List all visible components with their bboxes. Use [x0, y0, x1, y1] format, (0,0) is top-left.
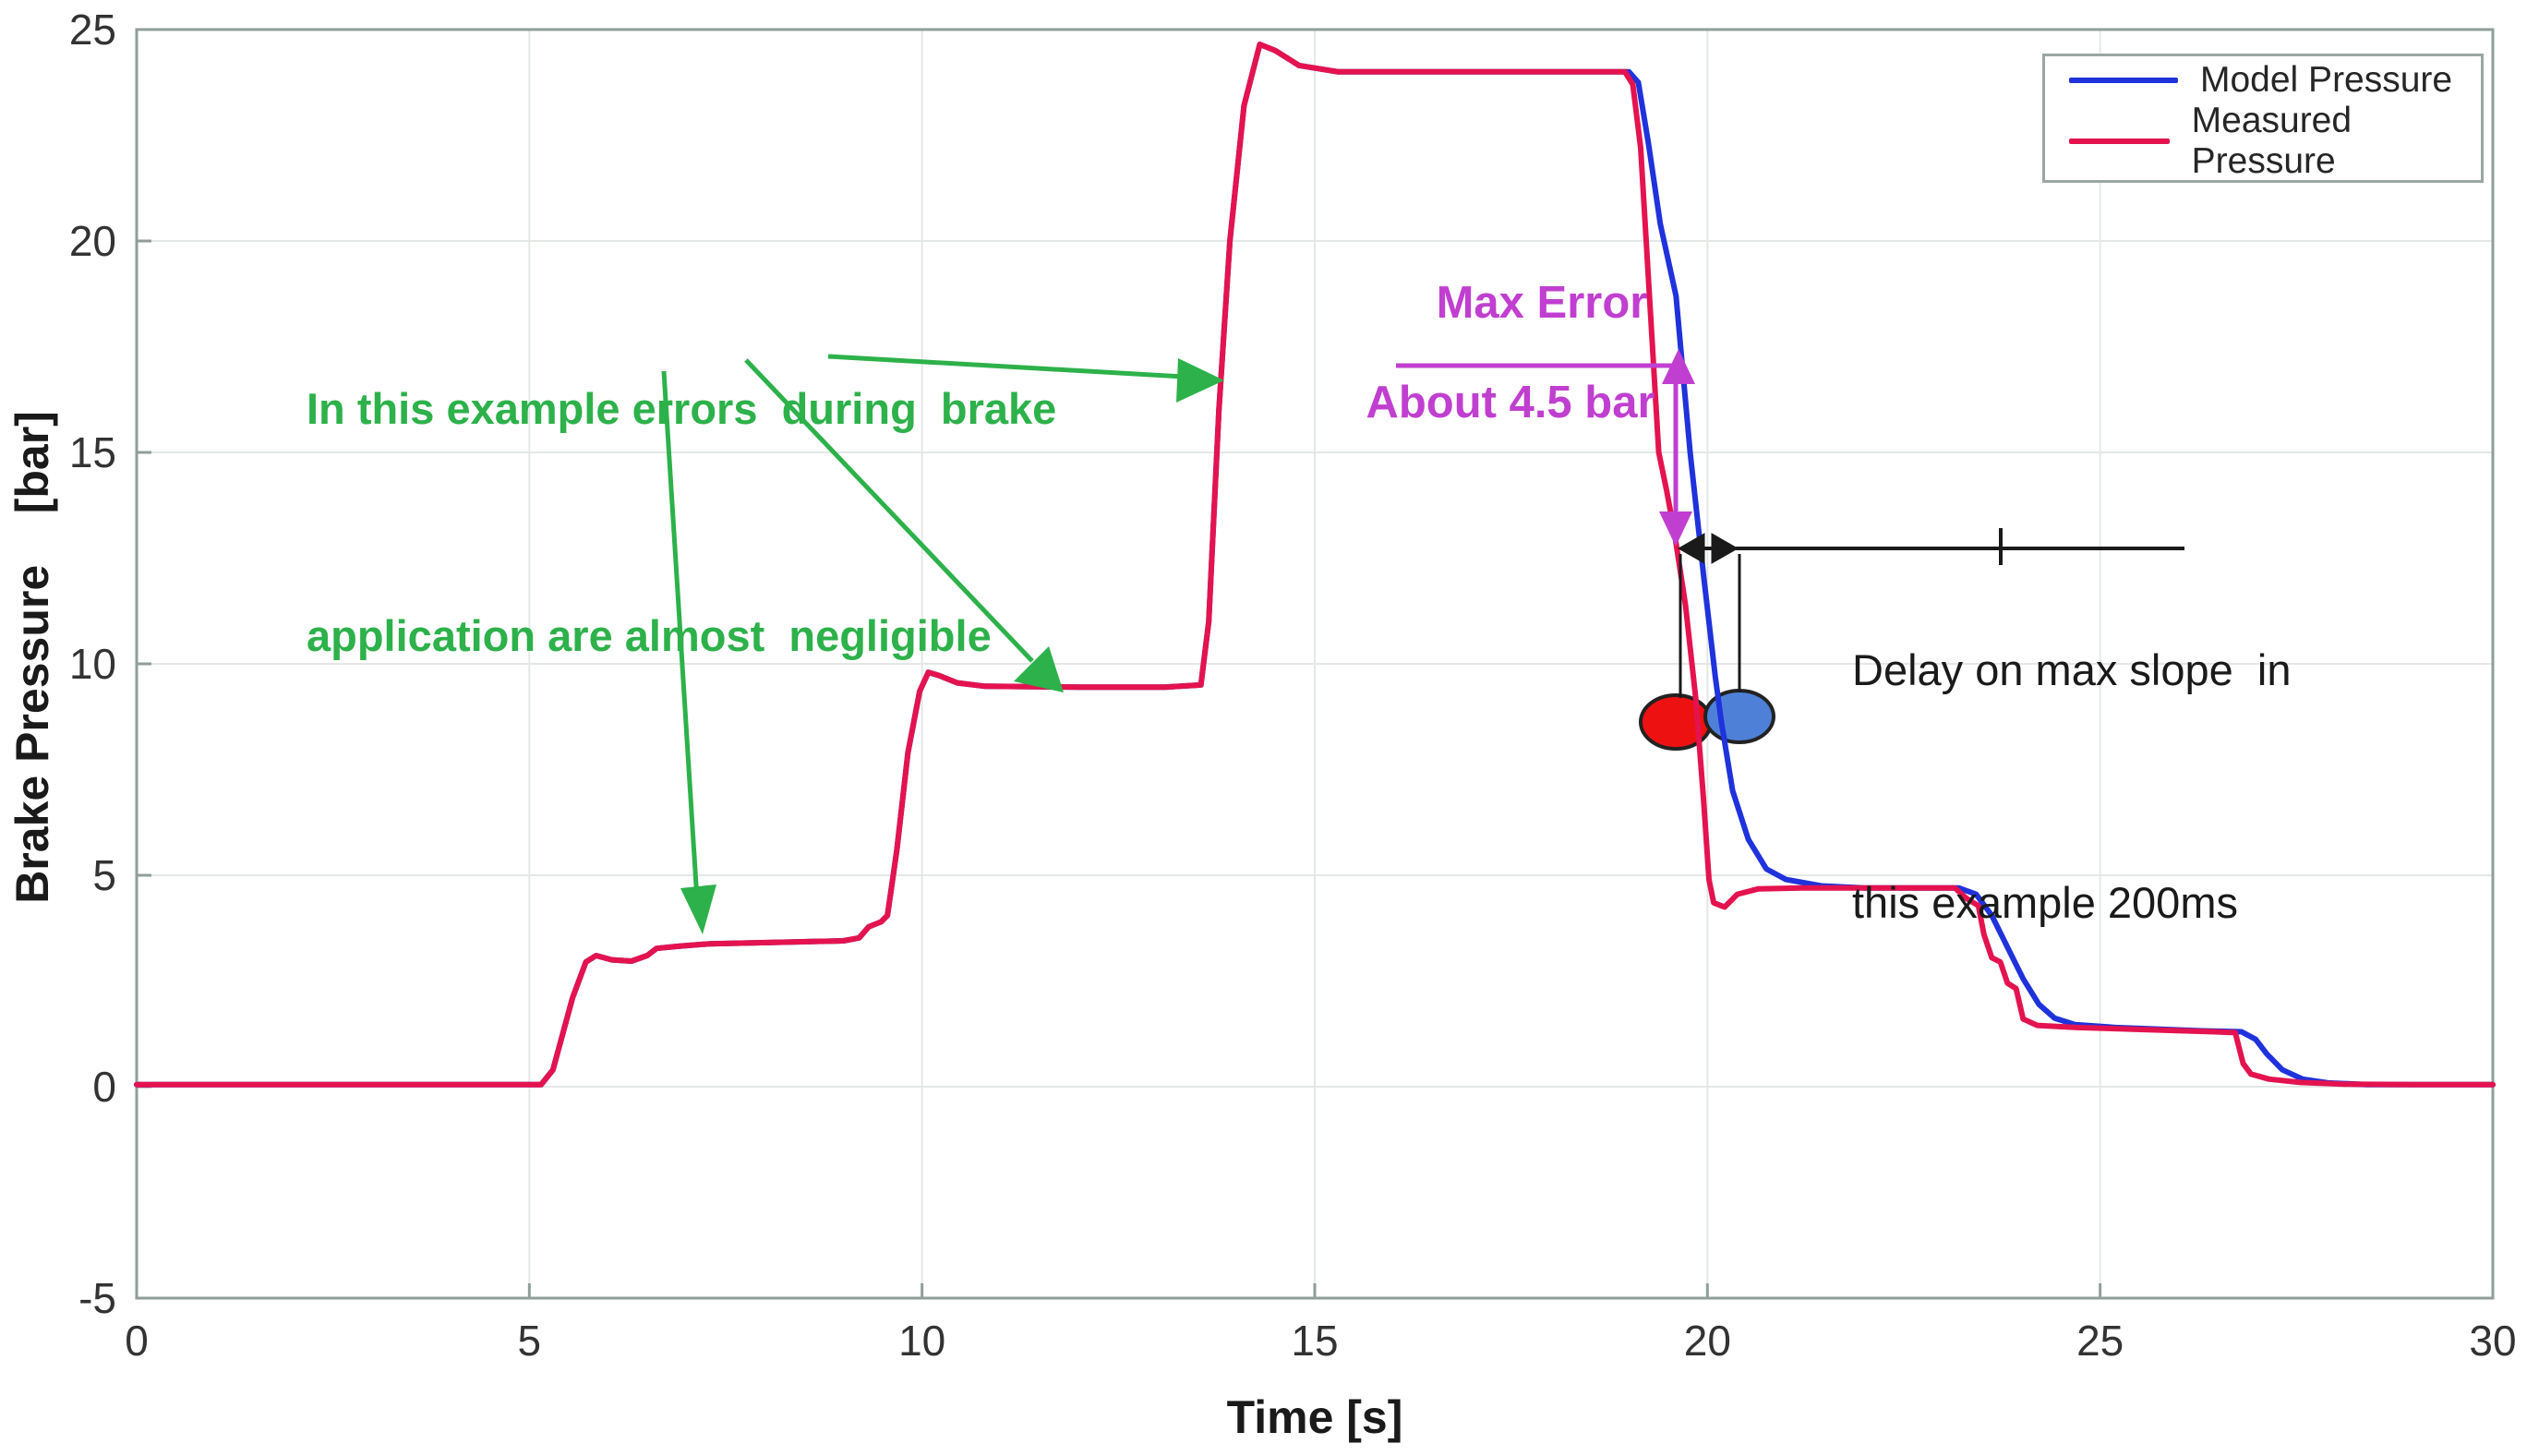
legend-item-model: Model Pressure	[2045, 60, 2481, 101]
max-error-arrow	[1396, 349, 1695, 547]
green-arrowhead-1-icon	[680, 884, 716, 934]
y-tick-label: 25	[69, 6, 116, 54]
model-line-sample-icon	[2069, 78, 2178, 83]
tick-marks	[135, 28, 2495, 1300]
x-tick-label: 15	[1291, 1317, 1338, 1365]
green-arrow-line-1	[661, 370, 700, 901]
green-arrow-line-3	[827, 354, 1185, 379]
y-tick-label: 0	[92, 1063, 116, 1111]
delay-left-arrowhead-icon	[1677, 533, 1705, 564]
y-tick-label: 5	[92, 851, 116, 899]
delay-right-arrowhead-icon	[1711, 533, 1739, 564]
x-tick-label: 25	[2076, 1317, 2124, 1365]
x-tick-label: 20	[1684, 1317, 1731, 1365]
delay-note-line2: this example 200ms	[1852, 878, 2238, 927]
delay-note-line1: Delay on max slope in	[1852, 645, 2292, 694]
green-note: In this example errors during brake appl…	[307, 220, 1056, 825]
green-arrowhead-2-icon	[1014, 646, 1064, 692]
green-arrow-line-2	[744, 358, 1034, 663]
y-axis-label: Brake Pressure [bar]	[6, 411, 58, 904]
x-tick-label: 10	[898, 1317, 945, 1365]
pressure-curves	[134, 42, 2496, 1088]
x-tick-label: 30	[2469, 1317, 2516, 1365]
legend-label-model: Model Pressure	[2200, 60, 2453, 100]
green-note-line1: In this example errors during brake	[307, 384, 1057, 433]
max-error-title: Max Error	[1436, 278, 1648, 328]
max-error-value: About 4.5 bar	[1366, 378, 1655, 427]
max-error-down-arrowhead-icon	[1659, 511, 1692, 547]
max-error-up-arrowhead-icon	[1662, 349, 1695, 384]
delay-arrow	[1677, 528, 2184, 698]
green-note-line2: application are almost negligible	[307, 611, 992, 660]
green-arrowhead-3-icon	[1176, 358, 1224, 403]
delay-note: Delay on max slope in this example 200ms	[1852, 476, 2291, 1097]
legend: Model Pressure Measured Pressure	[2042, 54, 2484, 183]
measured-line-sample-icon	[2069, 138, 2170, 144]
x-tick-label: 5	[518, 1317, 542, 1365]
y-tick-label: 15	[69, 428, 116, 476]
x-axis-label: Time [s]	[1227, 1391, 1403, 1443]
legend-item-measured: Measured Pressure	[2045, 101, 2481, 182]
x-tick-label: 0	[125, 1317, 149, 1365]
measured-pressure-curve	[134, 42, 2496, 1088]
y-tick-label: -5	[78, 1274, 116, 1322]
y-tick-label: 20	[69, 217, 116, 265]
green-arrows	[661, 354, 1224, 934]
y-tick-label: 10	[69, 640, 116, 688]
legend-label-measured: Measured Pressure	[2191, 101, 2352, 181]
